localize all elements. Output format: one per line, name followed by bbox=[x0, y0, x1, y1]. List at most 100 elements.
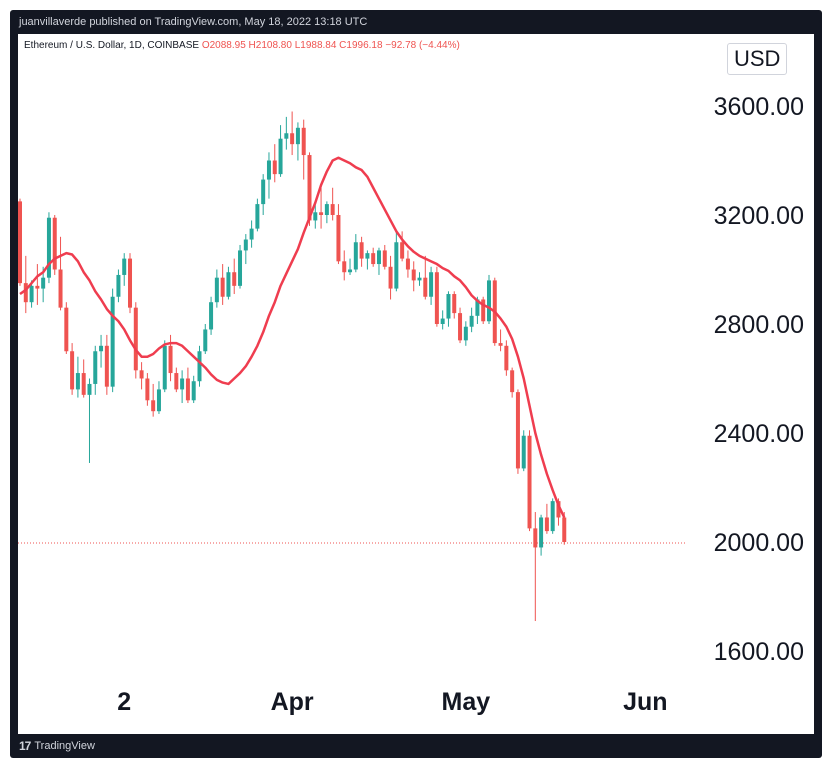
candle-body bbox=[556, 501, 561, 518]
candle-body bbox=[266, 160, 271, 180]
candle-body bbox=[434, 272, 439, 324]
candle-body bbox=[521, 435, 526, 469]
candle-body bbox=[498, 343, 503, 346]
candle-body bbox=[87, 383, 92, 395]
candle-body bbox=[400, 242, 405, 259]
candle-body bbox=[463, 326, 468, 341]
candle-body bbox=[394, 242, 399, 289]
candle-body bbox=[238, 250, 243, 286]
symbol-legend: Ethereum / U.S. Dollar, 1D, COINBASE O20… bbox=[24, 40, 460, 51]
candle-body bbox=[562, 517, 567, 542]
candle-body bbox=[128, 258, 133, 308]
x-tick-label: Apr bbox=[271, 688, 314, 716]
price-chart[interactable]: 3600.00 3200.00 2800.00 2400.00 2000.00 1600.… bbox=[18, 34, 814, 734]
candle-body bbox=[284, 133, 289, 139]
y-tick-label: 2800.00 bbox=[714, 311, 804, 339]
y-tick-label: 2000.00 bbox=[714, 529, 804, 557]
publisher-line: juanvillaverde published on TradingView.… bbox=[19, 16, 368, 28]
candle-body bbox=[58, 269, 63, 308]
candle-body bbox=[481, 299, 486, 322]
candle-body bbox=[29, 285, 34, 303]
candle-body bbox=[278, 138, 283, 175]
candle-body bbox=[168, 345, 173, 374]
candle-body bbox=[232, 272, 237, 286]
x-tick-label: May bbox=[442, 688, 491, 716]
candle-body bbox=[544, 517, 549, 532]
candle-body bbox=[452, 294, 457, 314]
currency-button[interactable]: USD bbox=[727, 43, 788, 75]
candle-body bbox=[388, 266, 393, 289]
candle-body bbox=[156, 389, 161, 412]
candle-body bbox=[272, 160, 277, 175]
candle-body bbox=[550, 501, 555, 532]
candle-body bbox=[504, 345, 509, 371]
candle-body bbox=[197, 351, 202, 382]
candle-body bbox=[226, 272, 231, 297]
symbol-name: Ethereum / U.S. Dollar, 1D, COINBASE bbox=[24, 40, 200, 51]
candle-body bbox=[35, 285, 40, 289]
candle-body bbox=[458, 313, 463, 341]
candle-body bbox=[220, 277, 225, 297]
candle-body bbox=[353, 242, 358, 270]
candle-body bbox=[348, 269, 353, 273]
candle-body bbox=[180, 378, 185, 390]
candle-body bbox=[376, 250, 381, 265]
candle-body bbox=[313, 212, 318, 221]
candle-body bbox=[191, 381, 196, 401]
candle-body bbox=[64, 307, 69, 352]
candle-body bbox=[81, 373, 86, 395]
candle-body bbox=[70, 351, 75, 390]
candle-body bbox=[203, 329, 208, 352]
candle-body bbox=[290, 133, 295, 145]
candle-body bbox=[533, 528, 538, 548]
candle-body bbox=[486, 280, 491, 322]
candle-body bbox=[469, 315, 474, 327]
candle-body bbox=[249, 228, 254, 240]
candle-body bbox=[371, 253, 376, 265]
candle-body bbox=[429, 272, 434, 297]
candle-body bbox=[336, 215, 341, 262]
candle-body bbox=[18, 201, 22, 284]
candle-body bbox=[133, 307, 138, 371]
chart-frame: juanvillaverde published on TradingView.… bbox=[10, 10, 822, 758]
candle-body bbox=[319, 212, 324, 215]
candle-body bbox=[75, 373, 80, 390]
candle-body bbox=[243, 239, 248, 251]
y-tick-label: 3600.00 bbox=[714, 93, 804, 121]
candle-body bbox=[324, 204, 329, 215]
candle-body bbox=[382, 250, 387, 267]
candle-body bbox=[52, 217, 57, 270]
candle-body bbox=[139, 370, 144, 379]
candle-body bbox=[110, 296, 115, 387]
candle-body bbox=[440, 318, 445, 324]
chart-panel[interactable]: 3600.00 3200.00 2800.00 2400.00 2000.00 1600.… bbox=[18, 34, 814, 734]
candle-body bbox=[411, 269, 416, 281]
candle-body bbox=[475, 299, 480, 316]
candle-body bbox=[93, 351, 98, 384]
candle-body bbox=[417, 277, 422, 281]
candle-body bbox=[295, 127, 300, 145]
candle-body bbox=[162, 345, 167, 390]
candle-body bbox=[104, 345, 109, 387]
candle-body bbox=[330, 204, 335, 215]
candle-body bbox=[41, 277, 46, 289]
x-tick-label: 2 bbox=[117, 688, 131, 716]
candle-body bbox=[174, 373, 179, 390]
candle-body bbox=[423, 277, 428, 297]
candle-body bbox=[365, 253, 370, 259]
candle-body bbox=[515, 392, 520, 469]
candle-body bbox=[151, 400, 156, 412]
candle-body bbox=[359, 242, 364, 259]
y-tick-label: 1600.00 bbox=[714, 638, 804, 666]
candle-body bbox=[99, 345, 104, 352]
candle-body bbox=[209, 302, 214, 330]
candle-body bbox=[23, 283, 28, 303]
y-tick-label: 2400.00 bbox=[714, 420, 804, 448]
candle-body bbox=[255, 204, 260, 229]
footer: 17 TradingView bbox=[19, 734, 95, 758]
candle-body bbox=[342, 261, 347, 273]
candle-body bbox=[261, 179, 266, 205]
candle-body bbox=[301, 127, 306, 156]
moving-average-line bbox=[19, 156, 566, 519]
candle-body bbox=[145, 378, 150, 401]
